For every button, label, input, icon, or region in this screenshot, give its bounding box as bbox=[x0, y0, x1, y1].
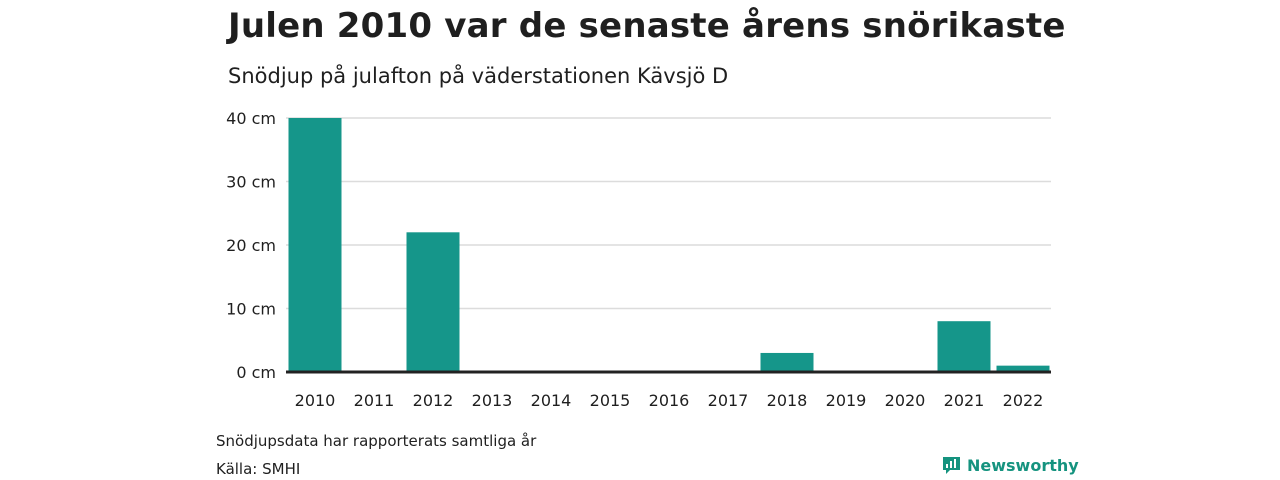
source-label: Källa: SMHI bbox=[216, 460, 301, 478]
x-tick-label: 2018 bbox=[767, 391, 808, 410]
bars bbox=[288, 118, 1050, 372]
bar-2018 bbox=[760, 352, 814, 372]
y-tick-label: 30 cm bbox=[226, 173, 276, 192]
y-tick-label: 20 cm bbox=[226, 236, 276, 255]
x-tick-label: 2016 bbox=[649, 391, 690, 410]
x-tick-label: 2020 bbox=[885, 391, 926, 410]
y-tick-label: 40 cm bbox=[226, 109, 276, 128]
gridlines bbox=[286, 117, 1051, 310]
x-tick-label: 2015 bbox=[590, 391, 631, 410]
x-tick-label: 2013 bbox=[472, 391, 513, 410]
x-tick-label: 2014 bbox=[531, 391, 572, 410]
chart-subtitle: Snödjup på julafton på väderstationen Kä… bbox=[228, 64, 729, 88]
bar-2010 bbox=[288, 118, 342, 372]
bar-2022 bbox=[996, 365, 1050, 372]
bar-2021 bbox=[937, 321, 991, 372]
y-tick-label: 10 cm bbox=[226, 300, 276, 319]
bar-2012 bbox=[406, 232, 460, 372]
chart-title: Julen 2010 var de senaste årens snörikas… bbox=[228, 6, 1066, 46]
x-tick-labels: 2010 2011 2012 2013 2014 2015 2016 2017 2018 2019… bbox=[295, 391, 1044, 410]
bar-chart-speech-bubble-icon bbox=[943, 457, 960, 474]
x-tick-label: 2017 bbox=[708, 391, 749, 410]
y-tick-label: 0 cm bbox=[236, 363, 276, 382]
brand-name: Newsworthy bbox=[967, 456, 1079, 475]
footnote: Snödjupsdata har rapporterats samtliga å… bbox=[216, 432, 537, 450]
x-tick-label: 2022 bbox=[1003, 391, 1044, 410]
brand-logo: Newsworthy bbox=[942, 456, 1079, 475]
x-tick-label: 2011 bbox=[354, 391, 395, 410]
x-tick-label: 2019 bbox=[826, 391, 867, 410]
x-tick-label: 2021 bbox=[944, 391, 985, 410]
y-tick-labels: 0 cm 10 cm 20 cm 30 cm 40 cm bbox=[226, 109, 276, 382]
x-tick-label: 2010 bbox=[295, 391, 336, 410]
x-tick-label: 2012 bbox=[413, 391, 454, 410]
